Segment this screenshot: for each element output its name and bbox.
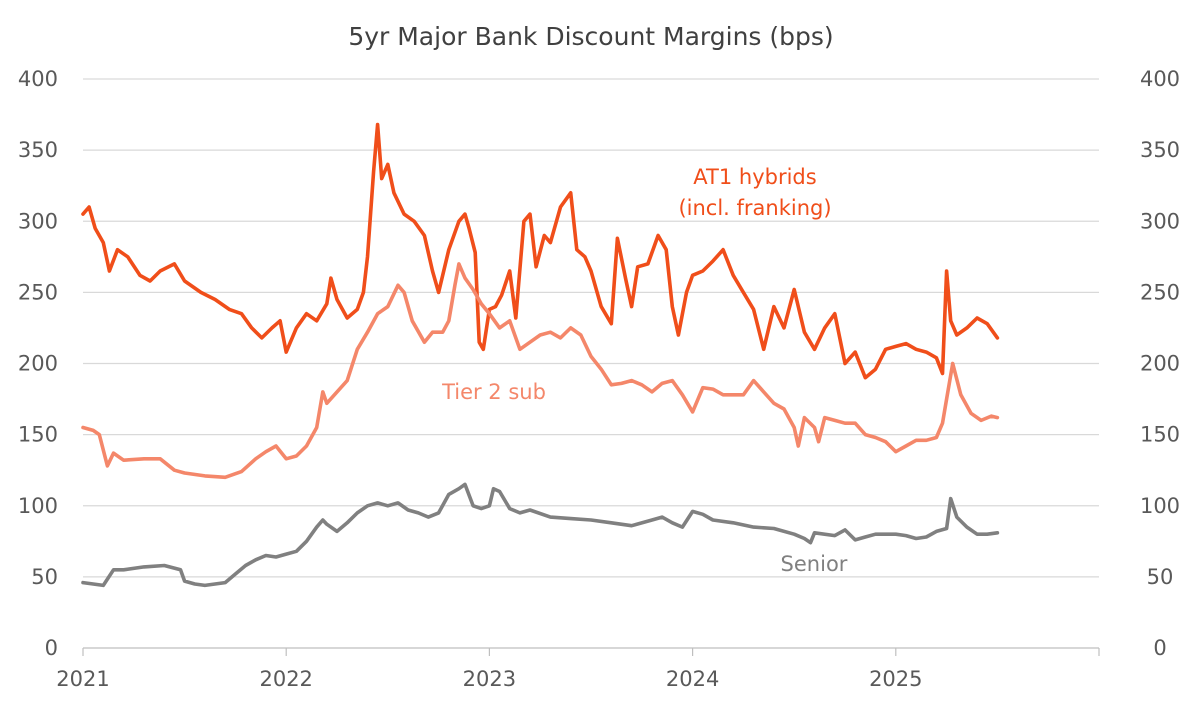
y-tick-label-left: 150: [18, 423, 58, 447]
y-tick-label-right: 50: [1147, 565, 1174, 589]
series-label: Tier 2 sub: [441, 380, 546, 404]
y-tick-label-right: 250: [1140, 280, 1180, 304]
series-label: AT1 hybrids: [693, 165, 816, 189]
y-tick-label-right: 350: [1140, 138, 1180, 162]
series-label: Senior: [781, 552, 848, 576]
x-tick-label: 2022: [259, 667, 312, 691]
series-label: (incl. franking): [678, 196, 831, 220]
y-tick-label-left: 250: [18, 280, 58, 304]
series-lines: [81, 122, 1000, 588]
y-tick-label-right: 200: [1140, 352, 1180, 376]
left-y-axis: 0 50 100 150 200 250 300 350 400: [18, 67, 58, 660]
series-labels: AT1 hybrids (incl. franking) Tier 2 sub Sen…: [441, 165, 848, 576]
gridlines: [83, 78, 1099, 649]
series-line-at1: [81, 122, 1000, 380]
series-line-senior: [81, 482, 1000, 588]
y-tick-label-right: 0: [1153, 636, 1166, 660]
series-line-tier: [81, 262, 1000, 480]
y-tick-label-right: 400: [1140, 67, 1180, 91]
x-tick-label: 2023: [463, 667, 516, 691]
y-tick-label-left: 200: [18, 352, 58, 376]
right-y-axis: 0 50 100 150 200 250 300 350 400: [1140, 67, 1180, 660]
x-tick-label: 2025: [869, 667, 922, 691]
y-tick-label-left: 400: [18, 67, 58, 91]
x-tick-label: 2021: [56, 667, 109, 691]
y-tick-label-right: 300: [1140, 209, 1180, 233]
y-tick-label-left: 100: [18, 494, 58, 518]
y-tick-label-right: 150: [1140, 423, 1180, 447]
y-tick-label-left: 300: [18, 209, 58, 233]
x-tick-label: 2024: [666, 667, 719, 691]
chart-title: 5yr Major Bank Discount Margins (bps): [348, 22, 833, 51]
x-axis: 2021 2022 2023 2024 2025: [56, 648, 1100, 691]
y-tick-label-left: 0: [45, 636, 58, 660]
y-tick-label-left: 50: [31, 565, 58, 589]
y-tick-label-right: 100: [1140, 494, 1180, 518]
y-tick-label-left: 350: [18, 138, 58, 162]
